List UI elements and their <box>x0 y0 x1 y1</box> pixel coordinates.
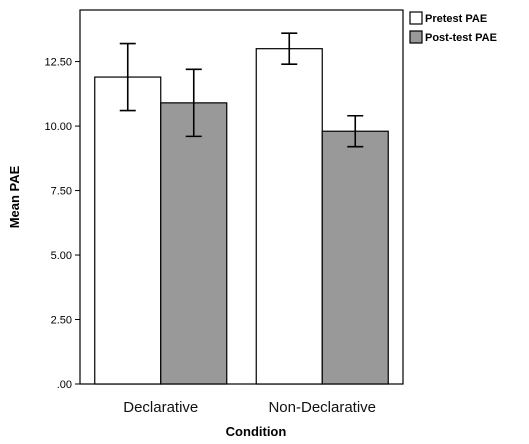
y-tick-label: 7.50 <box>51 186 72 198</box>
x-category-label: Non-Declarative <box>268 399 376 416</box>
bar-posttest <box>321 130 389 385</box>
y-tick-label: .00 <box>57 379 72 391</box>
y-tick-label: 2.50 <box>51 315 72 327</box>
legend-label: Post-test PAE <box>425 32 497 44</box>
y-tick-label: 12.50 <box>44 57 72 69</box>
legend-swatch <box>409 30 423 44</box>
y-axis-title: Mean PAE <box>7 165 22 228</box>
y-tick-label: 10.00 <box>44 121 72 133</box>
legend: Pretest PAE Post-test PAE <box>409 11 497 44</box>
legend-swatch <box>409 11 423 25</box>
x-axis-title: Condition <box>226 424 287 439</box>
bar-pretest <box>255 48 323 385</box>
y-tick-label: 5.00 <box>51 250 72 262</box>
bar-pretest <box>94 76 162 385</box>
x-category-label: Declarative <box>123 399 198 416</box>
bar-posttest <box>160 102 228 385</box>
legend-label: Pretest PAE <box>425 13 487 25</box>
